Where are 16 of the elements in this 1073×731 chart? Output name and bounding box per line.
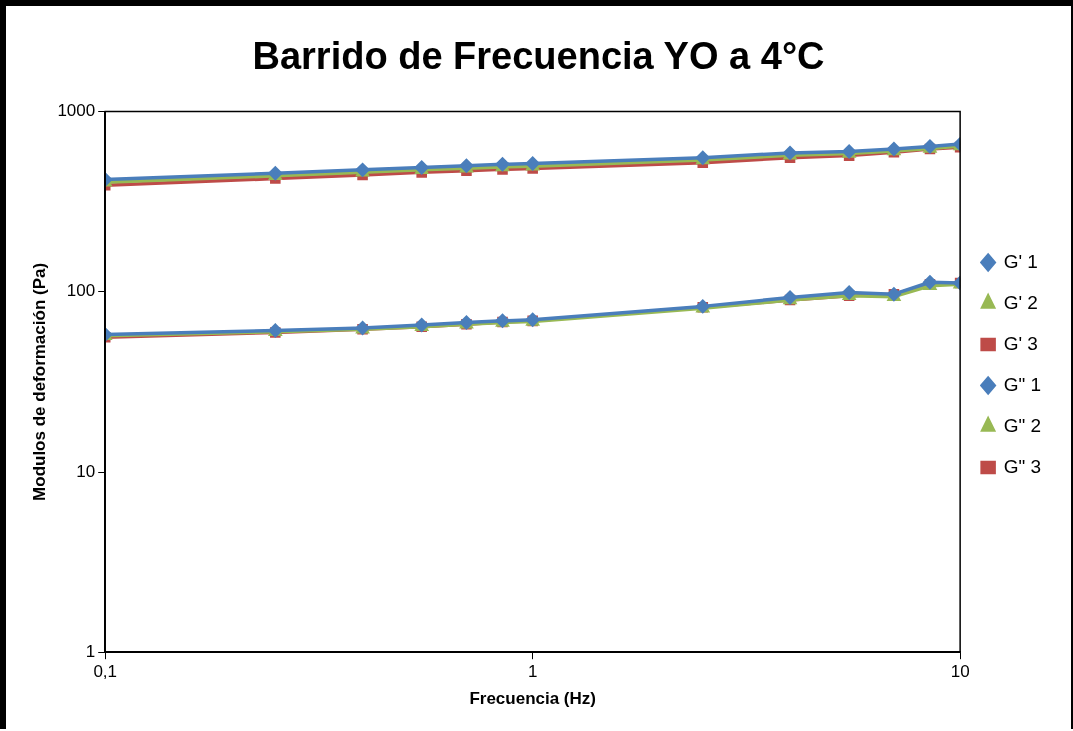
y-tick-label: 10 <box>76 461 96 481</box>
legend-label: G' 3 <box>1003 332 1038 354</box>
y-tick-label: 1000 <box>57 101 96 121</box>
x-axis-title: Frecuencia (Hz) <box>469 689 596 709</box>
legend-label: G' 2 <box>1003 291 1038 313</box>
chart-title: Barrido de Frecuencia YO a 4°C <box>252 35 825 78</box>
y-tick-label: 1 <box>85 641 96 661</box>
legend-label: G' 1 <box>1003 250 1038 272</box>
x-tick-label: 1 <box>527 662 538 682</box>
legend-label: G" 2 <box>1003 414 1042 436</box>
legend-label: G" 3 <box>1003 455 1042 477</box>
y-axis-title: Modulos de deformación (Pa) <box>29 262 49 501</box>
y-tick-label: 100 <box>66 281 96 301</box>
legend-label: G" 1 <box>1003 373 1042 395</box>
x-tick-label: 0,1 <box>93 662 118 682</box>
x-tick-label: 10 <box>950 662 970 682</box>
